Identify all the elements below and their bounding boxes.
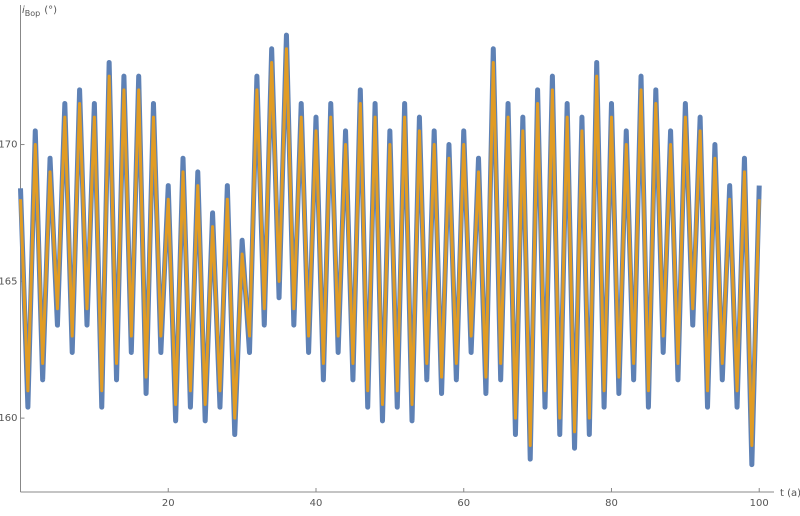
x-tick-label: 60 <box>457 498 470 509</box>
series-line <box>19 47 761 447</box>
x-tick-label: 40 <box>310 498 323 509</box>
y-tick-label: 165 <box>0 276 18 287</box>
x-tick-label: 20 <box>162 498 175 509</box>
y-label-unit: (°) <box>44 5 57 16</box>
y-axis-label: iBop (°) <box>22 5 57 18</box>
y-label-sub: Bop <box>25 9 40 18</box>
x-axis-label: t (a) <box>780 488 800 499</box>
y-tick-label: 160 <box>0 413 18 424</box>
x-tick-label: 80 <box>605 498 618 509</box>
x-tick-label: 100 <box>750 498 769 509</box>
y-tick-label: 170 <box>0 140 18 151</box>
y-label-main: i <box>22 5 25 16</box>
series-line <box>18 32 762 468</box>
